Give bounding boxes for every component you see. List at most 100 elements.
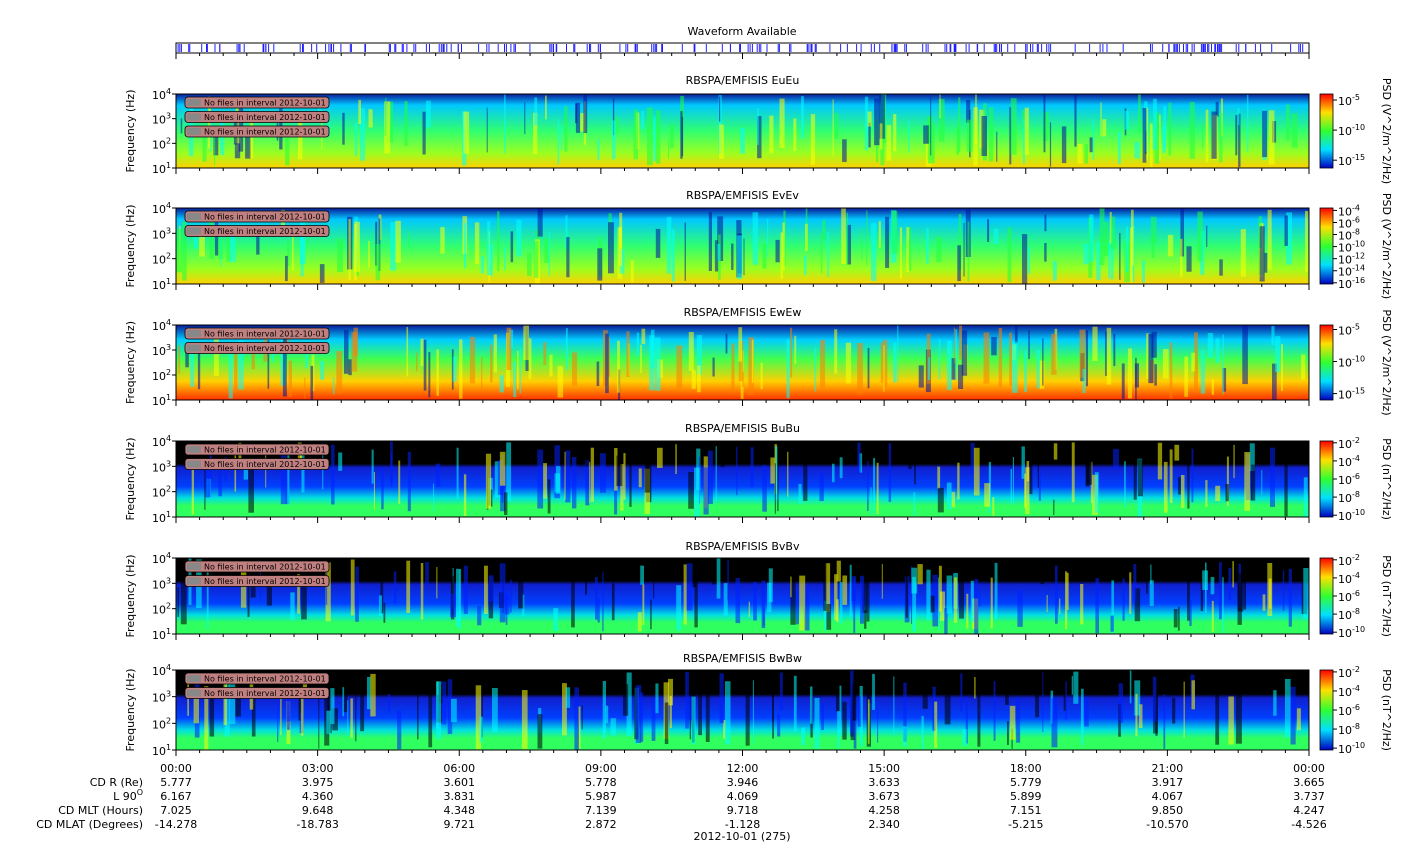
spectrogram-texture — [974, 579, 979, 634]
spectrogram-texture — [655, 110, 661, 164]
spectrogram-texture — [683, 564, 687, 625]
spectrogram-texture — [1109, 212, 1112, 244]
spectrogram-texture — [579, 113, 586, 132]
note-text: No files in interval 2012-10-01 — [204, 563, 326, 572]
spectrogram-texture — [287, 240, 290, 267]
spectrogram-texture — [694, 467, 700, 517]
spectrogram-texture — [1235, 685, 1242, 744]
spectrogram-texture — [930, 97, 932, 156]
y-axis-label: Frequency (Hz) — [124, 321, 137, 404]
spectrogram-texture — [647, 107, 653, 166]
date-label: 2012-10-01 (275) — [693, 830, 790, 843]
spectrogram-texture — [499, 563, 506, 623]
colorbar-label: PSD (V^2/m^2/Hz) — [1380, 78, 1393, 184]
spectrogram-texture — [1219, 112, 1223, 163]
spectrogram-texture — [499, 451, 506, 486]
panel-title: RBSPA/EMFISIS BuBu — [685, 422, 800, 435]
spectrogram-texture — [1189, 600, 1192, 626]
spectrogram-texture — [860, 575, 864, 624]
colorbar-tick-label-exp: -8 — [1352, 607, 1360, 616]
spectrogram-texture — [669, 124, 674, 149]
spectrogram-texture — [696, 335, 702, 375]
spectrogram-texture — [600, 453, 606, 493]
spectrogram-texture — [608, 222, 614, 274]
y-tick-label-base: 10 — [152, 604, 166, 617]
spectrogram-texture — [1226, 456, 1229, 506]
note-icon — [187, 213, 201, 220]
spectrogram-texture — [961, 330, 968, 376]
spectrogram-texture — [310, 365, 314, 400]
y-tick-label-base: 10 — [152, 578, 166, 591]
spectrogram-texture — [1180, 238, 1183, 277]
colorbar-tick-label-exp: -10 — [1352, 625, 1365, 634]
spectrogram-texture — [435, 463, 441, 487]
spectrogram-texture — [853, 705, 857, 749]
note-text: No files in interval 2012-10-01 — [204, 213, 326, 222]
y-tick-label: 102 — [152, 136, 171, 152]
spectrogram-texture — [484, 565, 488, 614]
spectrogram-texture — [757, 116, 762, 159]
spectrogram-texture — [620, 464, 624, 511]
spectrogram-texture — [229, 673, 236, 725]
y-tick-label: 102 — [152, 368, 171, 384]
spectrogram-texture — [731, 243, 734, 270]
note-text: No files in interval 2012-10-01 — [204, 689, 326, 698]
spectrogram-texture — [220, 232, 222, 268]
spectrogram-texture — [790, 576, 792, 598]
spectrogram-texture — [548, 232, 551, 276]
spectrogram-texture — [862, 580, 868, 613]
spectrogram-texture — [955, 329, 958, 381]
spectrogram-texture — [636, 332, 640, 356]
spectrogram-texture — [1172, 697, 1176, 724]
spectrogram-texture — [358, 99, 361, 124]
ephemeris-value: 3.601 — [444, 776, 476, 789]
spectrogram-texture — [845, 342, 852, 384]
colorbar-tick-label-exp: -4 — [1352, 203, 1360, 212]
colorbar-tick-label-base: 10 — [1338, 242, 1352, 255]
spectrogram-texture — [1153, 98, 1157, 150]
spectrogram-texture — [1073, 671, 1079, 704]
spectrogram-texture — [408, 230, 410, 249]
spectrogram-texture — [832, 463, 835, 483]
spectrogram-texture — [256, 225, 260, 255]
spectrogram-texture — [966, 100, 971, 123]
y-axis-label: Frequency (Hz) — [124, 669, 137, 752]
colorbar-tick-label-base: 10 — [1338, 591, 1352, 604]
spectrogram-texture — [1189, 102, 1195, 159]
spectrogram-texture — [1250, 464, 1256, 501]
spectrogram-texture — [1009, 332, 1012, 386]
colorbar-tick-label-base: 10 — [1338, 438, 1352, 451]
spectrogram-texture — [406, 560, 411, 613]
spectrogram-texture — [433, 483, 435, 512]
spectrogram-texture — [1142, 108, 1147, 163]
spectrogram-texture — [220, 120, 225, 156]
spectrogram-texture — [1039, 360, 1045, 389]
spectrogram-texture — [1010, 469, 1012, 505]
spectrogram-texture — [1186, 246, 1192, 272]
spectrogram-texture — [456, 568, 460, 627]
spectrogram-texture — [1291, 113, 1298, 148]
colorbar-tick-label: 10-6 — [1338, 215, 1360, 231]
spectrogram-texture — [590, 447, 594, 502]
spectrogram-texture — [243, 460, 248, 480]
spectrogram-texture — [1282, 570, 1285, 611]
spectrogram-texture — [213, 132, 219, 156]
ephemeris-value: -4.526 — [1291, 818, 1326, 831]
spectrogram-texture — [360, 679, 365, 732]
spectrogram-texture — [688, 696, 692, 720]
spectrogram-texture — [1135, 357, 1137, 400]
note-box — [184, 687, 330, 699]
spectrogram-texture — [564, 105, 568, 152]
spectrogram-texture — [1071, 675, 1073, 695]
spectrogram-texture — [934, 701, 938, 749]
y-tick-label-base: 10 — [152, 345, 166, 358]
spectrogram-texture — [1042, 672, 1044, 733]
spectrogram-texture — [917, 564, 923, 585]
spectrogram-texture — [1181, 475, 1185, 508]
spectrogram-texture — [534, 97, 538, 126]
spectrogram-texture — [775, 239, 780, 263]
spectrogram-texture — [1111, 580, 1114, 634]
spectrogram-texture — [557, 119, 560, 165]
note-icon — [187, 113, 201, 121]
colorbar-tick-label-exp: -2 — [1352, 552, 1360, 561]
